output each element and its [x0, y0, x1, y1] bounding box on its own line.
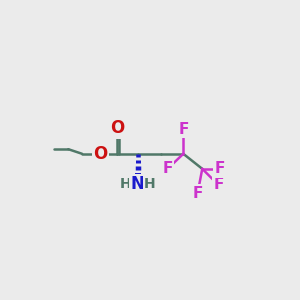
Text: F: F: [178, 122, 188, 137]
Text: F: F: [162, 161, 173, 176]
Text: N: N: [130, 175, 145, 193]
Text: O: O: [93, 145, 107, 163]
Text: O: O: [110, 119, 124, 137]
Text: H: H: [120, 177, 131, 191]
Text: H: H: [144, 177, 155, 191]
Text: F: F: [214, 161, 225, 176]
Text: F: F: [213, 178, 224, 193]
Text: F: F: [193, 186, 203, 201]
